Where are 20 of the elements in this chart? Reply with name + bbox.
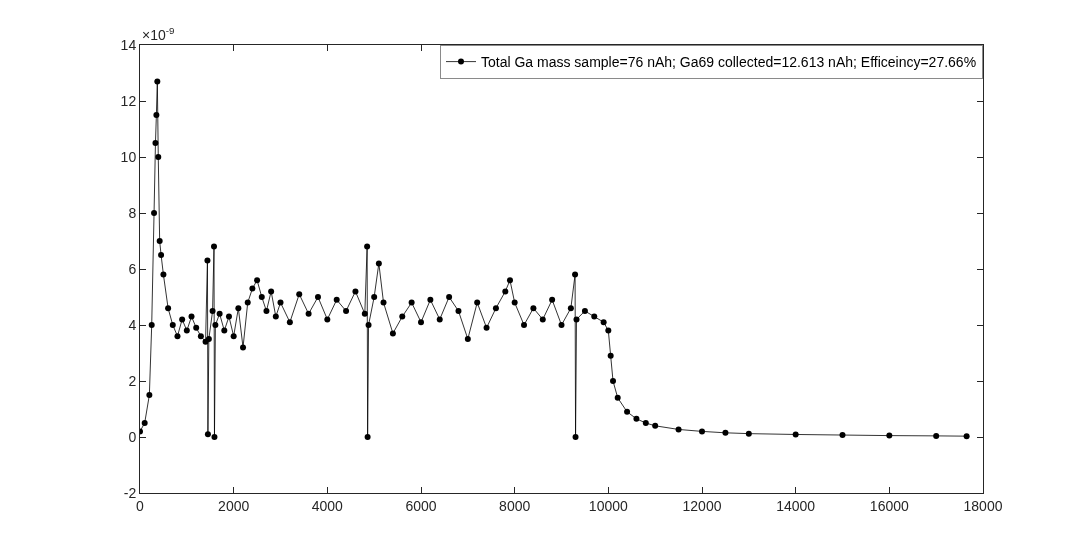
y-tick-label: 4: [128, 316, 137, 333]
x-tick-label: 6000: [405, 497, 437, 514]
y-tick-label: 6: [128, 260, 137, 277]
text: ×10$^{-9}$: [142, 25, 175, 43]
x-tick-label: 4000: [311, 497, 344, 514]
x-tick-label: 8000: [499, 497, 531, 514]
x-tick-label: 12000: [682, 497, 722, 514]
y-tick-label: -2: [123, 484, 137, 501]
x-tick-label: 18000: [963, 497, 1003, 514]
y-tick-label: 0: [128, 428, 137, 445]
x-tick-label: 16000: [869, 497, 910, 514]
x-tick-label: 10000: [588, 497, 629, 514]
y-tick-label: 10: [120, 148, 137, 165]
y-tick-label: 2: [128, 372, 137, 389]
x-tick-label: 2000: [218, 497, 250, 514]
legend-label: Total Ga mass sample=76 nAh; Ga69 collected=12.613 nAh; Efficeincy=27.66%: [481, 54, 977, 71]
y-tick-label: 12: [120, 92, 137, 109]
y-tick-label: 8: [128, 204, 137, 221]
y-tick-label: 14: [120, 36, 137, 53]
x-tick-label: 14000: [776, 497, 816, 514]
